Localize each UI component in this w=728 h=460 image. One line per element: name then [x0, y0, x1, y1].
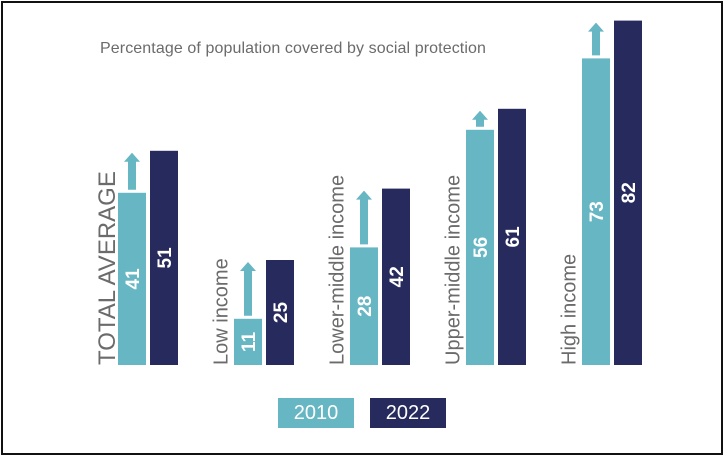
category-label: High income [559, 254, 581, 365]
data-label-2010: 73 [587, 201, 608, 222]
category-label: TOTAL AVERAGE [94, 171, 121, 365]
legend-label-2022: 2022 [385, 401, 431, 424]
bar-2010 [350, 247, 378, 365]
increase-arrow-icon [124, 152, 140, 190]
increase-arrow-icon [472, 110, 488, 127]
category-label: Lower-middle income [327, 175, 349, 365]
bar-2010 [234, 318, 262, 365]
legend-2022: 2022 [370, 398, 446, 428]
category-label: Low income [211, 258, 233, 365]
data-label-2010: 41 [123, 268, 144, 290]
increase-arrow-icon [588, 22, 604, 56]
data-label-2022: 25 [271, 302, 292, 324]
chart-title: Percentage of population covered by soci… [100, 40, 486, 57]
data-label-2010: 28 [355, 296, 376, 317]
bar-2022 [382, 188, 410, 365]
legend-label-2010: 2010 [293, 401, 339, 424]
bar-2010 [582, 58, 610, 366]
increase-arrow-icon [356, 190, 372, 245]
category-label: Upper-middle income [443, 175, 465, 365]
data-label-2010: 56 [471, 237, 492, 258]
bar-2022 [266, 260, 294, 365]
legend-2010: 2010 [278, 398, 354, 428]
increase-arrow-icon [240, 262, 256, 316]
data-label-2010: 11 [239, 331, 260, 352]
data-label-2022: 61 [503, 226, 524, 248]
data-label-2022: 42 [387, 266, 408, 287]
bar-2022 [498, 108, 526, 366]
bar-2010 [118, 192, 146, 365]
bar-2022 [150, 150, 178, 365]
data-label-2022: 82 [619, 182, 640, 203]
data-label-2022: 51 [155, 247, 176, 269]
bar-2010 [466, 129, 494, 365]
bar-2022 [614, 20, 642, 365]
